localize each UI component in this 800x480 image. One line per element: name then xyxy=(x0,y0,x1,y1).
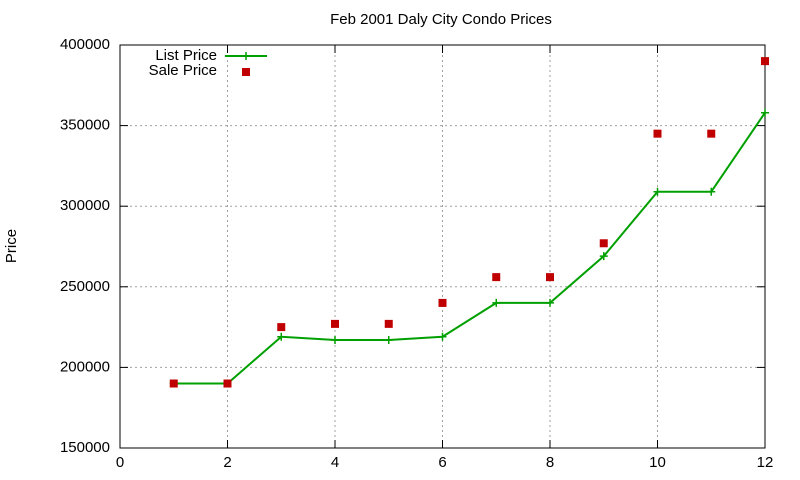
point-marker xyxy=(707,129,716,138)
legend-label: Sale Price xyxy=(149,62,217,79)
y-tick-label: 400000 xyxy=(60,36,110,53)
point-marker xyxy=(331,335,339,344)
point-marker xyxy=(546,298,554,307)
y-tick-label: 300000 xyxy=(60,197,110,214)
point-marker xyxy=(438,298,447,307)
point-marker xyxy=(384,335,393,344)
legend-marker xyxy=(242,68,250,76)
y-tick-label: 350000 xyxy=(60,117,110,134)
x-tick-label: 12 xyxy=(757,454,774,471)
series-line xyxy=(173,112,766,385)
x-tick-label: 8 xyxy=(546,454,554,471)
point-marker xyxy=(492,273,501,282)
y-tick-label: 250000 xyxy=(60,278,110,295)
point-marker xyxy=(761,108,769,117)
point-marker xyxy=(384,319,393,328)
legend-marker xyxy=(242,52,250,60)
point-marker xyxy=(277,332,286,341)
x-tick-label: 4 xyxy=(331,454,339,471)
point-marker xyxy=(599,252,608,261)
x-tick-label: 6 xyxy=(438,454,446,471)
point-marker xyxy=(331,319,339,328)
x-tick-label: 2 xyxy=(223,454,231,471)
point-marker xyxy=(438,332,447,341)
point-marker xyxy=(546,273,554,282)
x-tick-label: 10 xyxy=(649,454,666,471)
point-marker xyxy=(761,57,769,66)
x-tick-label: 0 xyxy=(116,454,124,471)
chart-title: Feb 2001 Daly City Condo Prices xyxy=(330,11,552,28)
point-marker xyxy=(707,187,716,196)
y-axis-label: Price xyxy=(3,229,20,263)
point-marker xyxy=(653,187,662,196)
y-tick-label: 200000 xyxy=(60,358,110,375)
point-marker xyxy=(223,379,232,388)
point-marker xyxy=(653,129,662,138)
point-marker xyxy=(169,379,178,388)
legend-label: List Price xyxy=(155,47,217,64)
point-marker xyxy=(277,323,286,332)
point-marker xyxy=(599,239,608,248)
plot-frame xyxy=(119,44,766,449)
point-marker xyxy=(492,298,501,307)
y-tick-label: 150000 xyxy=(60,439,110,456)
